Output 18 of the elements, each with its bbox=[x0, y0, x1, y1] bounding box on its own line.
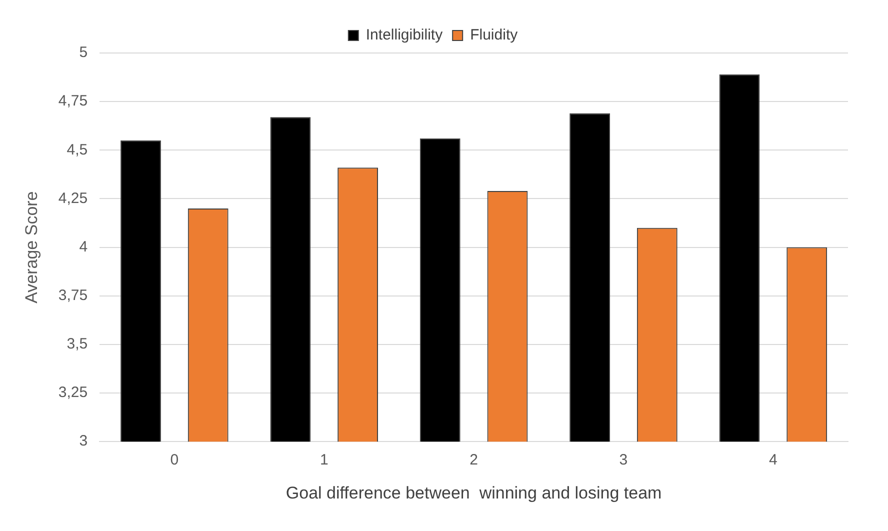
legend-label: Fluidity bbox=[470, 26, 518, 44]
y-tick-label: 3,75 bbox=[58, 287, 88, 304]
y-tick-label: 4,5 bbox=[66, 141, 88, 158]
x-axis-title: Goal difference between winning and losing team bbox=[286, 483, 662, 502]
y-axis-title: Average Score bbox=[22, 191, 41, 304]
y-tick-label: 4 bbox=[79, 238, 88, 256]
y-tick-label: 3 bbox=[79, 432, 88, 450]
x-tick-label: 2 bbox=[470, 452, 478, 469]
y-tick-label: 3,25 bbox=[58, 384, 88, 402]
x-tick-label: 0 bbox=[170, 452, 179, 469]
x-tick-label: 3 bbox=[619, 452, 628, 469]
legend-label: Intelligibility bbox=[366, 26, 444, 44]
x-tick-label: 4 bbox=[768, 452, 778, 469]
y-tick-label: 3,5 bbox=[66, 336, 88, 353]
y-tick-label: 5 bbox=[79, 44, 88, 62]
y-tick-label: 4,25 bbox=[58, 190, 88, 207]
x-tick-label: 1 bbox=[320, 452, 328, 469]
y-tick-label: 4,75 bbox=[58, 92, 88, 110]
